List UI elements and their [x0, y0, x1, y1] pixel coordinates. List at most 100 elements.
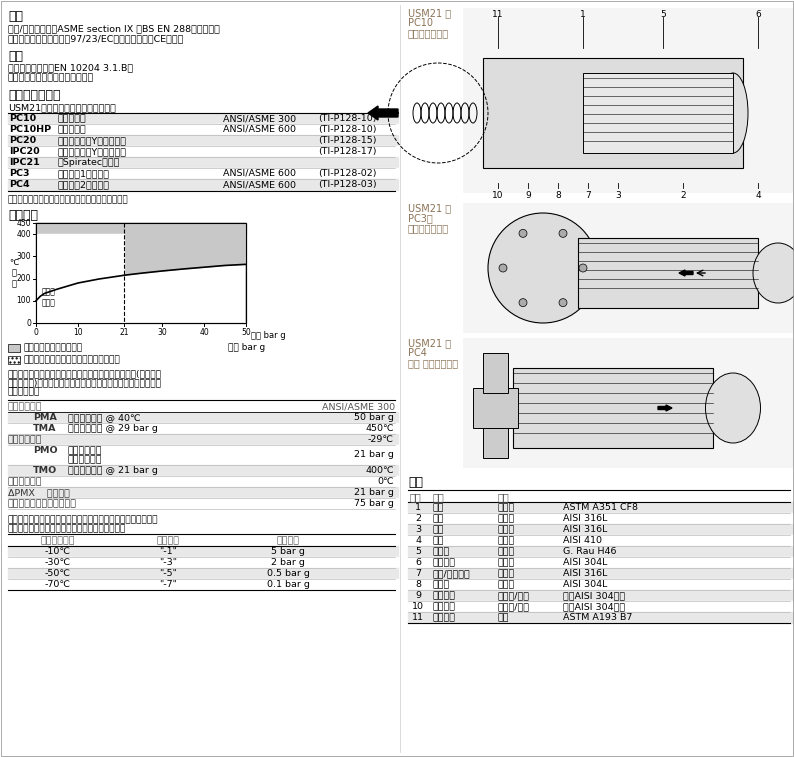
Text: USM21可安装在以下管道连接器上。: USM21可安装在以下管道连接器上。	[8, 103, 116, 112]
Text: TMO: TMO	[33, 466, 57, 475]
Text: 100: 100	[17, 296, 31, 305]
Text: 如：如需证书，请在订购时注明。: 如：如需证书，请在订购时注明。	[8, 73, 94, 82]
Bar	[8, 579, 398, 590]
Text: 的技术资料。: 的技术资料。	[8, 387, 40, 396]
Circle shape	[559, 229, 567, 238]
Bar	[8, 412, 398, 423]
Text: 6: 6	[755, 10, 761, 19]
Text: 75 bar g: 75 bar g	[354, 499, 394, 508]
Bar	[408, 513, 794, 524]
Bar	[8, 476, 398, 487]
Text: 管道 与连接器相连: 管道 与连接器相连	[408, 358, 458, 368]
Text: ANSI/ASME 300: ANSI/ASME 300	[322, 402, 395, 411]
Text: 1: 1	[415, 503, 421, 512]
Text: 6: 6	[415, 558, 421, 567]
Text: ANSI/ASME 600: ANSI/ASME 600	[223, 125, 296, 134]
Text: ASTM A351 CF8: ASTM A351 CF8	[563, 503, 638, 512]
Text: AISI 304L: AISI 304L	[563, 580, 607, 589]
Bar	[408, 590, 794, 601]
Text: 21: 21	[119, 328, 129, 337]
Text: 21 bar g: 21 bar g	[354, 488, 394, 497]
Ellipse shape	[753, 243, 794, 303]
Ellipse shape	[706, 373, 761, 443]
Text: 阀体设计条件: 阀体设计条件	[8, 402, 43, 411]
Bar	[36, 223, 246, 323]
Text: 400℃: 400℃	[365, 466, 394, 475]
Bar	[578, 238, 758, 308]
Text: 0.1 bar g: 0.1 bar g	[267, 580, 310, 589]
Text: 压力 bar g: 压力 bar g	[251, 331, 286, 340]
FancyArrow shape	[679, 270, 693, 276]
Text: "-1": "-1"	[159, 547, 177, 556]
Text: 不锈鑰: 不锈鑰	[498, 558, 515, 567]
Text: 阀的工作压差必须高于下表列出的对应最小压差：: 阀的工作压差必须高于下表列出的对应最小压差：	[8, 524, 126, 533]
Text: IPC20: IPC20	[9, 147, 40, 156]
Text: 0: 0	[26, 319, 31, 328]
Bar	[124, 223, 246, 234]
Text: 该疏水阀可以提供不同的排水过冷度。除启动和停机时外，疏水: 该疏水阀可以提供不同的排水过冷度。除启动和停机时外，疏水	[8, 515, 159, 524]
Bar	[408, 568, 794, 579]
Text: (TI-P128-03): (TI-P128-03)	[318, 180, 376, 189]
Text: IPC21: IPC21	[9, 158, 40, 167]
Text: 10: 10	[492, 191, 503, 200]
Text: 11: 11	[492, 10, 503, 19]
Text: 450: 450	[17, 219, 31, 228]
Text: 1: 1	[580, 10, 586, 19]
Bar	[473, 388, 518, 428]
Text: AISI 316L: AISI 316L	[563, 569, 607, 578]
Text: 序号: 序号	[410, 492, 422, 502]
Text: 2: 2	[415, 514, 421, 523]
Bar	[36, 234, 124, 323]
Text: 饱和蒸
汽曲线: 饱和蒸 汽曲线	[42, 288, 56, 307]
Text: 8: 8	[415, 580, 421, 589]
Text: 50 bar g: 50 bar g	[354, 413, 394, 422]
Text: 200: 200	[17, 274, 31, 283]
Text: (TI-P128-10): (TI-P128-10)	[318, 125, 376, 134]
Bar	[513, 368, 713, 448]
Bar	[463, 203, 793, 333]
Bar	[408, 601, 794, 612]
Text: 最高允许温度 @ 29 bar g: 最高允许温度 @ 29 bar g	[68, 424, 158, 433]
Text: 2: 2	[680, 191, 686, 200]
Text: 材质: 材质	[408, 476, 423, 489]
Text: 最高工作温度 @ 21 bar g: 最高工作温度 @ 21 bar g	[68, 466, 158, 475]
Text: 2 bar g: 2 bar g	[271, 558, 305, 567]
Text: PMA: PMA	[33, 413, 57, 422]
Bar	[8, 157, 398, 168]
Text: 21 bar g: 21 bar g	[354, 450, 394, 459]
Bar	[408, 502, 794, 513]
Text: 9: 9	[415, 591, 421, 600]
Text: 管道连接器相连: 管道连接器相连	[408, 223, 449, 233]
Text: 最低工作温度: 最低工作温度	[8, 477, 43, 486]
Text: 直型连接器带Y型带过滤器: 直型连接器带Y型带过滤器	[58, 136, 127, 145]
Text: 0.5 bar g: 0.5 bar g	[267, 569, 310, 578]
Text: 7: 7	[415, 569, 421, 578]
Text: 不锈鑰: 不锈鑰	[498, 503, 515, 512]
Text: ℃
温
度: ℃ 温 度	[10, 258, 19, 288]
Bar	[408, 546, 794, 557]
Polygon shape	[36, 223, 246, 323]
Text: ANSI/ASME 600: ANSI/ASME 600	[223, 180, 296, 189]
Bar	[36, 223, 246, 323]
Text: 口径和管道连接: 口径和管道连接	[8, 89, 60, 102]
Bar	[408, 579, 794, 590]
Bar	[8, 487, 398, 498]
Bar	[8, 445, 398, 465]
Text: PC3＿: PC3＿	[408, 213, 433, 223]
Bar	[8, 146, 398, 157]
Text: (TI-P128-10): (TI-P128-10)	[318, 114, 376, 123]
Text: 证书: 证书	[8, 50, 23, 63]
Text: TMA: TMA	[33, 424, 56, 433]
Text: 连接器庄2只活塞阀: 连接器庄2只活塞阀	[58, 180, 110, 189]
Text: AISI 316L: AISI 316L	[563, 514, 607, 523]
Bar	[8, 465, 398, 476]
Text: AISI 316L: AISI 316L	[563, 525, 607, 534]
Text: 最高允许压力 @ 40℃: 最高允许压力 @ 40℃	[68, 413, 141, 422]
Text: PMO: PMO	[33, 446, 58, 455]
Text: 3: 3	[415, 525, 421, 534]
Text: 4: 4	[415, 536, 421, 545]
Text: 本产品不用于此区域，融会损坏内部件。: 本产品不用于此区域，融会损坏内部件。	[23, 355, 120, 364]
Text: 5: 5	[415, 547, 421, 556]
Circle shape	[519, 299, 527, 307]
Text: 全符合欧洲压力设备指令97/23/EC，如需要可提供CE标志。: 全符合欧洲压力设备指令97/23/EC，如需要可提供CE标志。	[8, 34, 184, 43]
